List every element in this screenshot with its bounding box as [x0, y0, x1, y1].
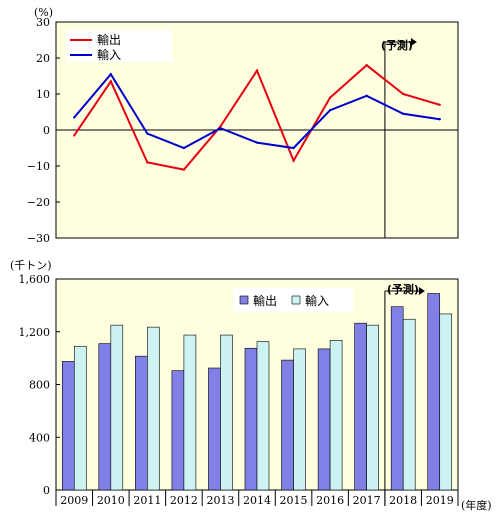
line-point-export-2017: [365, 63, 368, 67]
bar-xtick-label: 2012: [170, 494, 198, 507]
line-point-import-2015: [292, 146, 295, 150]
bar-legend: 輸出 輸入: [233, 288, 353, 312]
line-chart: (%) −30 −20 −10 0 10 20 30 (予測) 輸出 輸入: [27, 6, 459, 245]
bar-import-2016: [329, 340, 343, 491]
bar-ytick-label: 800: [29, 379, 50, 392]
bar-import-2018: [402, 318, 416, 491]
bar-xtick-label: 2019: [426, 494, 454, 507]
line-point-import-2016: [328, 109, 332, 112]
bar-xtick-label: 2014: [243, 494, 271, 507]
line-ytick-label: −20: [27, 196, 50, 209]
bar-export-2011: [135, 355, 148, 491]
line-point-import-2014: [255, 141, 259, 144]
bar-export-2012: [171, 370, 185, 491]
bar-xtick-label: 2016: [316, 494, 344, 507]
bar-import-2015: [293, 348, 306, 491]
line-point-import-2009: [73, 116, 76, 119]
bar-export-2009: [61, 361, 75, 491]
bar-import-2010: [110, 324, 124, 491]
line-point-export-2009: [73, 134, 76, 137]
line-point-export-2016: [328, 96, 332, 99]
bar-xtick-label: 2009: [60, 494, 88, 507]
line-point-import-2012: [182, 146, 186, 150]
line-point-import-2011: [146, 132, 149, 135]
line-point-export-2018: [401, 92, 405, 96]
bar-chart: (千トン) 0 400 800 1,200 1,600 (予測) 2009 2010 201…: [10, 259, 492, 512]
bar-import-2009: [73, 345, 87, 491]
bar-xtick-label: 2018: [389, 494, 417, 507]
bar-forecast-arrowhead: [418, 287, 425, 295]
bar-xtick-label: 2013: [206, 494, 234, 507]
bar-forecast-label: (予測): [387, 282, 419, 296]
line-ytick-label: 0: [43, 124, 50, 137]
bar-chart-xlabel-suffix: (年度): [461, 498, 492, 512]
bar-ytick-label: 1,200: [19, 326, 51, 339]
legend-swatch-import-bar: [291, 295, 301, 305]
bar-export-2019: [427, 293, 441, 491]
bar-import-2013: [220, 334, 233, 491]
bar-xtick-label: 2015: [280, 494, 308, 507]
line-point-export-2019: [438, 103, 441, 107]
bar-export-2015: [281, 359, 294, 491]
bar-import-2014: [256, 341, 270, 491]
line-legend: 輸出 輸入: [66, 30, 172, 62]
line-point-export-2015: [292, 159, 295, 162]
line-ytick-label: −10: [27, 160, 50, 173]
bar-xtick-label: 2010: [97, 494, 125, 507]
line-legend-box: [66, 30, 172, 62]
legend-swatch-export-bar: [239, 295, 249, 305]
line-point-import-2018: [401, 112, 405, 116]
line-point-export-2013: [219, 125, 222, 128]
line-point-import-2017: [365, 94, 368, 98]
line-point-import-2010: [109, 73, 113, 76]
bar-import-2017: [366, 324, 379, 491]
bar-export-2018: [390, 306, 404, 491]
line-point-export-2012: [182, 168, 186, 171]
bar-import-2011: [147, 326, 160, 491]
bar-ytick-label: 1,600: [19, 273, 51, 286]
bar-xtick-label: 2011: [133, 494, 161, 507]
line-point-export-2014: [255, 69, 259, 72]
bar-export-2014: [244, 347, 258, 491]
line-ytick-label: 20: [36, 52, 50, 65]
legend-label-export: 輸出: [97, 32, 121, 47]
legend-label-export-bar: 輸出: [253, 293, 277, 308]
line-ytick-label: 30: [36, 16, 50, 29]
bar-export-2010: [98, 343, 112, 491]
bar-import-2019: [439, 313, 453, 491]
bar-import-2012: [183, 334, 197, 491]
line-forecast-label: (予測): [381, 38, 413, 52]
bar-xtick-label: 2017: [353, 494, 381, 507]
line-point-import-2013: [219, 127, 222, 130]
bar-export-2017: [354, 322, 367, 491]
line-ytick-label: −30: [27, 232, 50, 245]
bar-chart-unit: (千トン): [10, 259, 52, 272]
line-forecast-arrowhead: [410, 38, 417, 46]
line-chart-unit: (%): [34, 6, 53, 19]
legend-label-import: 輸入: [97, 47, 121, 62]
line-ytick-label: 10: [36, 88, 50, 101]
bar-export-2013: [208, 367, 221, 491]
line-point-import-2019: [438, 118, 441, 121]
bar-ytick-label: 0: [43, 484, 50, 497]
legend-label-import-bar: 輸入: [305, 293, 329, 308]
line-point-export-2010: [109, 80, 113, 83]
bar-ytick-label: 400: [29, 431, 50, 444]
line-point-export-2011: [146, 161, 149, 164]
bar-export-2016: [317, 348, 331, 491]
